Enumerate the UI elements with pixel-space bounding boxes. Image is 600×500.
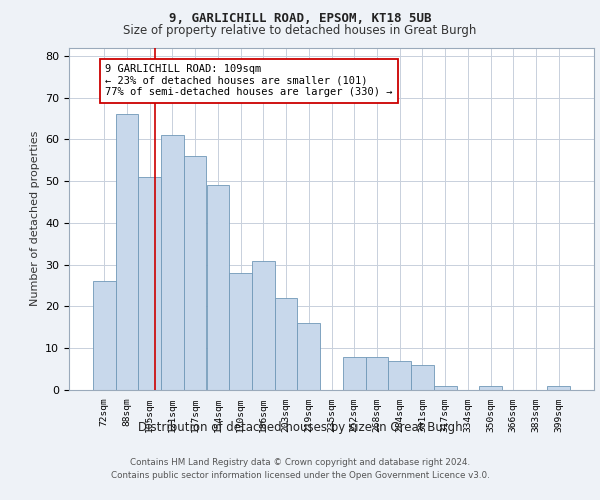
Bar — [365, 356, 388, 390]
Bar — [434, 386, 457, 390]
Bar — [343, 356, 365, 390]
Text: Contains HM Land Registry data © Crown copyright and database right 2024.: Contains HM Land Registry data © Crown c… — [130, 458, 470, 467]
Text: 9 GARLICHILL ROAD: 109sqm
← 23% of detached houses are smaller (101)
77% of semi: 9 GARLICHILL ROAD: 109sqm ← 23% of detac… — [106, 64, 393, 98]
Bar — [116, 114, 139, 390]
Bar — [139, 177, 161, 390]
Text: Contains public sector information licensed under the Open Government Licence v3: Contains public sector information licen… — [110, 472, 490, 480]
Bar — [93, 282, 116, 390]
Bar — [547, 386, 570, 390]
Bar — [252, 260, 275, 390]
Text: 9, GARLICHILL ROAD, EPSOM, KT18 5UB: 9, GARLICHILL ROAD, EPSOM, KT18 5UB — [169, 12, 431, 26]
Text: Size of property relative to detached houses in Great Burgh: Size of property relative to detached ho… — [124, 24, 476, 37]
Bar — [275, 298, 298, 390]
Bar — [298, 323, 320, 390]
Bar — [229, 273, 252, 390]
Bar — [411, 365, 434, 390]
Bar — [479, 386, 502, 390]
Bar — [161, 135, 184, 390]
Bar — [388, 361, 411, 390]
Bar — [206, 186, 229, 390]
Y-axis label: Number of detached properties: Number of detached properties — [29, 131, 40, 306]
Text: Distribution of detached houses by size in Great Burgh: Distribution of detached houses by size … — [137, 421, 463, 434]
Bar — [184, 156, 206, 390]
